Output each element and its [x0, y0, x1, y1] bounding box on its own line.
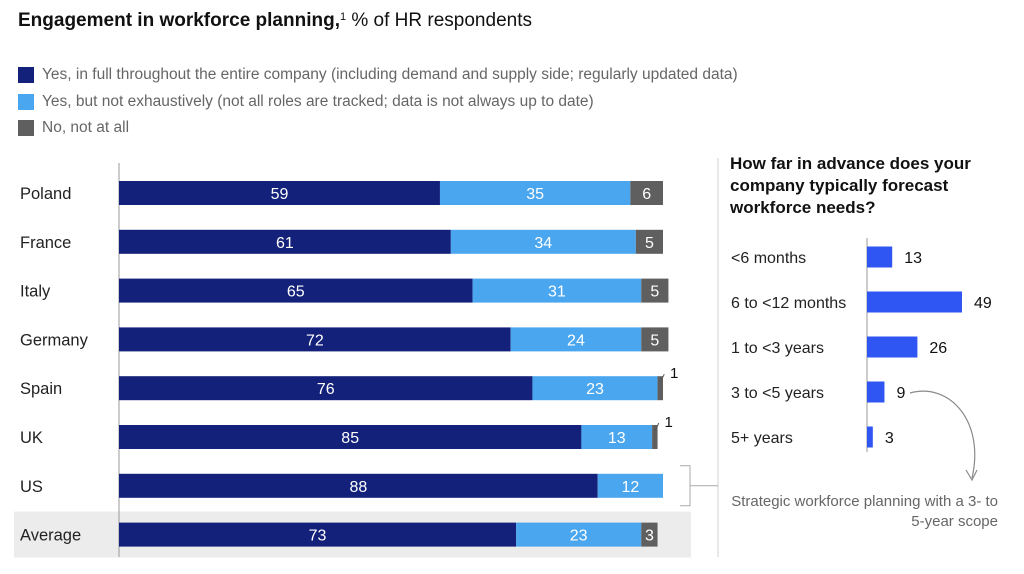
us-bracket: [680, 465, 691, 507]
value-label-average-partial: 23: [570, 528, 588, 545]
forecast-value-6-months: 13: [904, 250, 922, 267]
bar-uk-none: [652, 425, 658, 449]
bar-average-none: [641, 522, 658, 547]
chart-title-subtitle: % of HR respondents: [346, 10, 532, 31]
value-label-uk-partial: 13: [608, 430, 626, 447]
forecast-label-6-months: <6 months: [731, 250, 806, 267]
bar-spain-partial: [532, 376, 658, 401]
annotation-arrow-head: [965, 469, 978, 482]
legend-item-full: Yes, in full throughout the entire compa…: [18, 66, 738, 84]
category-label-germany: Germany: [20, 331, 89, 349]
value-label-italy-none: 5: [650, 284, 659, 301]
value-label-poland-partial: 35: [526, 186, 544, 203]
legend-swatch-none: [18, 120, 34, 136]
forecast-label-6-to-12-months: 6 to <12 months: [731, 295, 846, 312]
forecast-bar-5-years: [867, 426, 873, 448]
value-label-france-full: 61: [276, 235, 294, 252]
legend-swatch-partial: [18, 94, 34, 110]
legend-item-none: No, not at all: [18, 119, 129, 137]
bar-germany-full: [119, 327, 511, 352]
value-label-us-full: 88: [349, 479, 367, 496]
bar-us-partial: [597, 473, 663, 498]
forecast-value-6-to-12-months: 49: [974, 295, 992, 312]
legend-item-partial: Yes, but not exhaustively (not all roles…: [18, 93, 594, 111]
value-label-germany-partial: 24: [567, 332, 585, 349]
bar-uk-partial: [581, 425, 653, 449]
legend-label-none: No, not at all: [42, 119, 130, 136]
value-label-france-partial: 34: [534, 235, 552, 252]
forecast-bar-6-months: [867, 246, 893, 268]
value-label-average-none: 3: [645, 528, 654, 545]
bar-spain-none: [657, 376, 663, 401]
value-label-average-full: 73: [309, 528, 327, 545]
bar-us-full: [119, 473, 598, 498]
legend-label-full: Yes, in full throughout the entire compa…: [42, 66, 738, 83]
bar-uk-full: [119, 425, 582, 449]
value-label-uk-full: 85: [341, 430, 359, 447]
bar-france-none: [635, 229, 663, 254]
bar-spain-full: [119, 376, 533, 401]
forecast-chart-title: How far in advance does your company typ…: [730, 154, 971, 217]
category-label-france: France: [20, 234, 71, 252]
chart-title: Engagement in workforce planning,1 % of …: [18, 10, 532, 32]
value-label-germany-full: 72: [306, 332, 324, 349]
forecast-value-3-to-5-years: 9: [896, 385, 905, 402]
bar-germany-none: [641, 327, 669, 352]
value-label-germany-none: 5: [650, 332, 659, 349]
value-label-uk-none: 1: [665, 414, 673, 431]
category-label-us: US: [20, 478, 43, 496]
value-label-spain-partial: 23: [586, 381, 604, 398]
footnote-marker: 1: [339, 11, 347, 23]
forecast-label-3-to-5-years: 3 to <5 years: [731, 385, 824, 402]
value-label-france-none: 5: [645, 235, 654, 252]
forecast-value-1-to-3-years: 26: [929, 340, 947, 357]
value-label-spain-none: 1: [670, 365, 678, 382]
annotation-arrow-line: [909, 390, 976, 479]
forecast-bar-1-to-3-years: [867, 336, 918, 358]
chart-title-bold: Engagement in workforce planning,: [18, 10, 340, 31]
value-label-us-partial: 12: [621, 479, 639, 496]
value-label-spain-full: 76: [317, 381, 335, 398]
leader-line-uk-none: [654, 422, 660, 432]
bar-poland-none: [630, 181, 663, 205]
bar-italy-partial: [472, 278, 642, 303]
forecast-label-1-to-3-years: 1 to <3 years: [731, 340, 824, 357]
leader-line-spain-none: [659, 373, 665, 383]
forecast-bar-6-to-12-months: [867, 291, 962, 313]
category-label-poland: Poland: [20, 185, 71, 203]
bar-average-full: [119, 522, 517, 547]
value-label-italy-full: 65: [287, 284, 305, 301]
bar-italy-full: [119, 278, 473, 303]
bar-france-full: [119, 229, 451, 254]
bar-france-partial: [450, 229, 636, 254]
value-label-italy-partial: 31: [548, 284, 566, 301]
forecast-value-5-years: 3: [885, 430, 894, 447]
bar-poland-full: [119, 181, 440, 205]
category-label-uk: UK: [20, 429, 43, 447]
value-label-poland-none: 6: [642, 186, 651, 203]
bar-poland-partial: [439, 181, 631, 205]
bar-average-partial: [516, 522, 642, 547]
value-label-poland-full: 59: [271, 186, 289, 203]
category-label-average: Average: [20, 527, 81, 545]
category-label-italy: Italy: [20, 283, 51, 301]
category-label-spain: Spain: [20, 380, 62, 398]
legend-swatch-full: [18, 67, 34, 83]
bar-germany-partial: [510, 327, 642, 352]
legend-label-partial: Yes, but not exhaustively (not all roles…: [42, 93, 594, 110]
forecast-label-5-years: 5+ years: [731, 430, 793, 447]
forecast-bar-3-to-5-years: [867, 381, 885, 403]
bar-italy-none: [641, 278, 669, 303]
annotation-note: Strategic workforce planning with a 3- t…: [731, 493, 998, 530]
